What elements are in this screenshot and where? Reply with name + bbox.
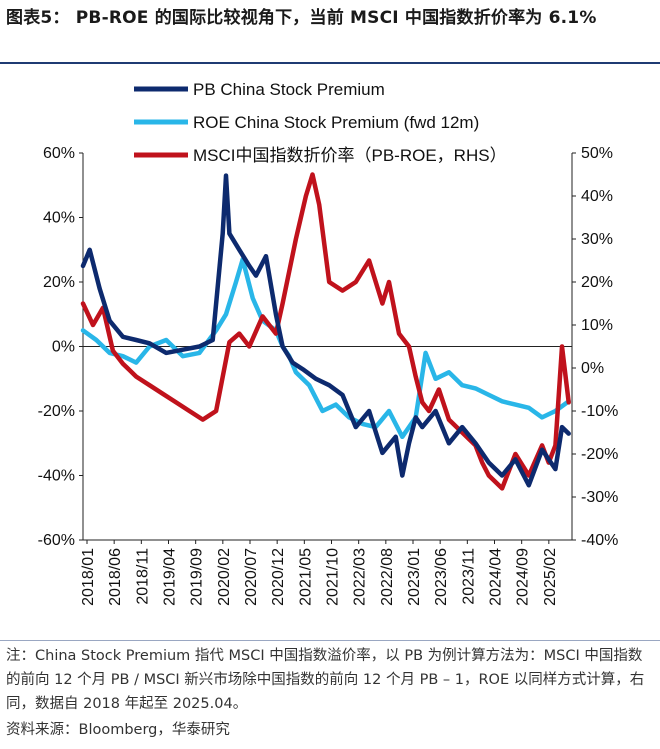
x-tick-label: 2020/07 [243,548,260,606]
x-tick-label: 2019/04 [162,548,179,606]
right-tick-label: 30% [581,231,613,248]
title-divider [0,62,660,64]
x-tick-label: 2021/05 [297,548,314,606]
left-tick-label: -40% [38,468,75,485]
x-tick-label: 2023/06 [433,548,450,606]
x-tick-label: 2024/09 [515,548,532,606]
left-tick-label: 20% [43,274,75,291]
x-tick-label: 2022/08 [379,548,396,606]
right-tick-label: 40% [581,188,613,205]
left-tick-label: 0% [52,339,75,356]
legend-label: PB China Stock Premium [193,80,385,99]
pb-premium-line [80,173,571,488]
x-tick-label: 2018/11 [134,548,151,605]
left-tick-label: 60% [43,145,75,162]
chart-note: 注：China Stock Premium 指代 MSCI 中国指数溢价率，以 … [6,648,645,712]
x-tick-label: 2019/09 [189,548,206,606]
x-tick-label: 2022/03 [352,548,369,606]
x-tick-label: 2023/11 [460,548,477,605]
left-tick-label: -20% [38,403,75,420]
chart-axes: 60% 40% 20% 0% -20% -40% -60% 50% 40% 30% 20% 10% 0%… [38,145,619,606]
chart-lines [80,172,571,491]
right-tick-label: -20% [581,446,618,463]
note-divider [0,640,660,641]
right-tick-label: -10% [581,403,618,420]
x-tick-label: 2018/06 [107,548,124,606]
right-tick-label: 50% [581,145,613,162]
msci-discount-line [80,172,571,491]
x-tick-label: 2020/12 [270,548,287,606]
x-tick-label: 2024/04 [488,548,505,606]
right-tick-label: -30% [581,489,618,506]
left-tick-label: 40% [43,210,75,227]
x-tick-label: 2020/02 [216,548,233,606]
right-tick-label: 20% [581,274,613,291]
right-tick-label: -40% [581,532,618,549]
left-tick-label: -60% [38,532,75,549]
chart-title: 图表5： PB-ROE 的国际比较视角下，当前 MSCI 中国指数折价率为 6.… [6,8,597,28]
roe-premium-line [80,257,571,440]
x-tick-label: 2021/10 [325,548,342,606]
x-tick-label: 2025/02 [542,548,559,606]
right-tick-label: 10% [581,317,613,334]
legend-label: MSCI中国指数折价率（PB-ROE，RHS） [193,146,507,165]
legend-label: ROE China Stock Premium (fwd 12m) [193,113,479,132]
x-tick-label: 2018/01 [80,548,97,606]
right-tick-label: 0% [581,360,604,377]
x-tick-label: 2023/01 [406,548,423,606]
chart-source: 资料来源：Bloomberg，华泰研究 [6,722,230,738]
chart-legend: PB China Stock Premium ROE China Stock Pr… [134,80,507,165]
chart-area: 60% 40% 20% 0% -20% -40% -60% 50% 40% 30% 20% 10% 0%… [38,80,619,606]
